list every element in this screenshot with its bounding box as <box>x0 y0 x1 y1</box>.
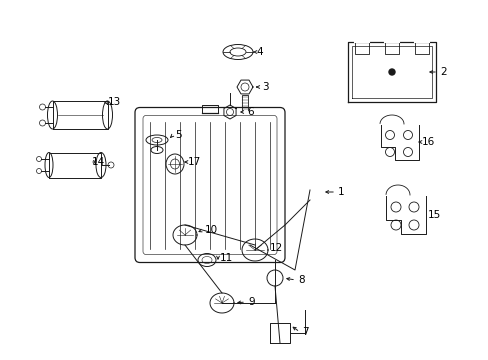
Text: 16: 16 <box>421 137 434 147</box>
Text: 15: 15 <box>427 210 440 220</box>
Text: 9: 9 <box>247 297 254 307</box>
Circle shape <box>388 69 394 75</box>
Text: 10: 10 <box>204 225 218 235</box>
Text: 3: 3 <box>262 82 268 92</box>
Text: 5: 5 <box>175 130 181 140</box>
Text: 17: 17 <box>187 157 201 167</box>
Text: 11: 11 <box>220 253 233 263</box>
Text: 12: 12 <box>269 243 283 253</box>
Text: 6: 6 <box>246 107 253 117</box>
Text: 13: 13 <box>108 97 121 107</box>
Text: 8: 8 <box>297 275 304 285</box>
Text: 7: 7 <box>302 327 308 337</box>
Text: 4: 4 <box>256 47 262 57</box>
Text: 14: 14 <box>92 157 105 167</box>
Text: 1: 1 <box>337 187 344 197</box>
Text: 2: 2 <box>439 67 446 77</box>
